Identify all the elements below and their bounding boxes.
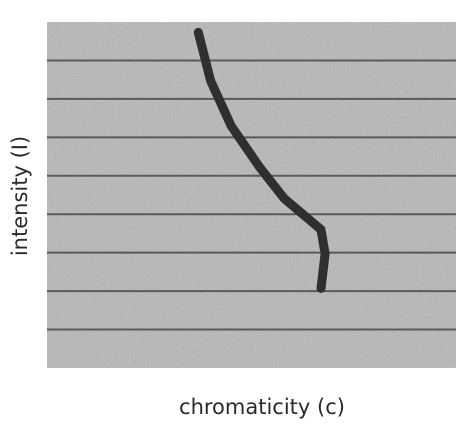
data-trace [193,27,330,293]
x-axis-label: chromaticity (c) [179,395,345,419]
horizontal-gridlines [47,59,456,331]
plot-texture [47,22,456,368]
plot-area [47,22,456,368]
y-axis-label: intensity (I) [8,136,32,256]
